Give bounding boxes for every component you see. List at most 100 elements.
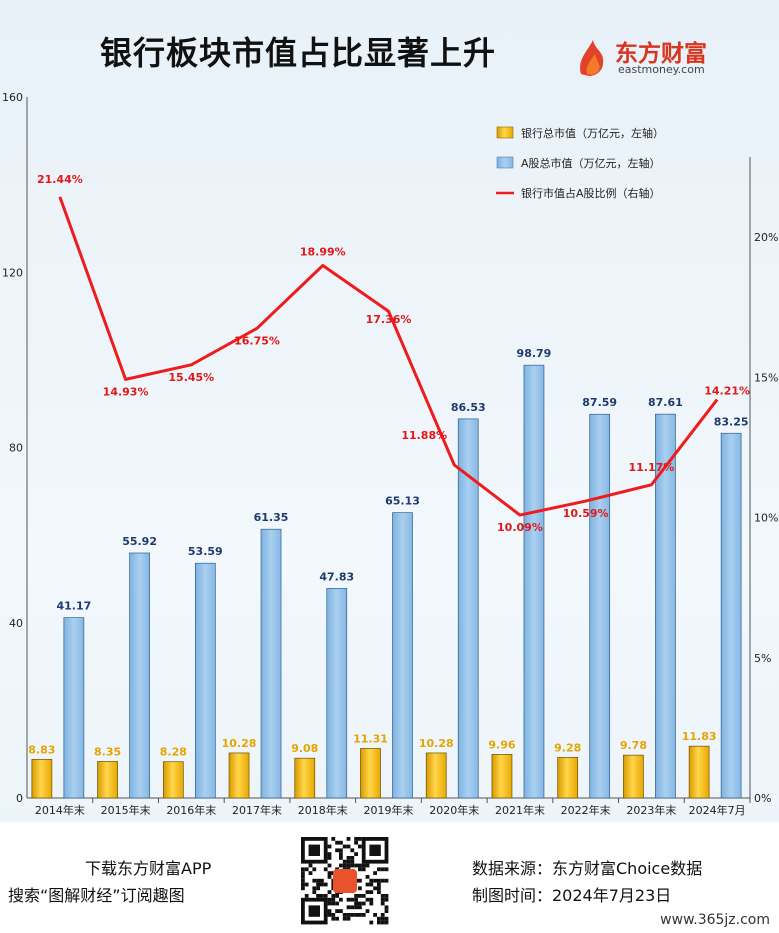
bank-bar-label: 8.83 — [28, 743, 55, 756]
ashare-bar — [63, 617, 85, 799]
left-tick-label: 40 — [9, 617, 23, 630]
x-tick-label: 2020年末 — [429, 803, 479, 817]
bank-bar-label: 10.28 — [222, 737, 257, 750]
legend-label-ashare: A股总市值（万亿元，左轴） — [521, 156, 661, 170]
ashare-bar — [523, 364, 545, 799]
right-tick-label: 5% — [754, 652, 771, 665]
bank-bar-label: 11.83 — [682, 730, 717, 743]
ashare-bar-label: 98.79 — [517, 347, 552, 360]
bank-bar-label: 9.28 — [554, 741, 581, 754]
footer-source: 数据来源：东方财富Choice数据 — [472, 859, 703, 878]
ashare-bar-label: 65.13 — [385, 495, 420, 508]
right-tick-label: 0% — [754, 792, 771, 805]
ashare-bar — [720, 432, 742, 799]
bank-bar — [228, 752, 250, 799]
legend-swatch-bank — [496, 126, 514, 139]
x-tick-label: 2023年末 — [626, 803, 676, 817]
qr-code[interactable] — [299, 835, 391, 927]
ratio-label: 21.44% — [37, 173, 83, 186]
logo-text: 东方财富 — [615, 41, 707, 67]
bank-bar — [162, 761, 184, 799]
ashare-bar — [457, 418, 479, 799]
ashare-bar-label: 86.53 — [451, 401, 486, 414]
x-tick-label: 2021年末 — [495, 803, 545, 817]
bank-bar-label: 8.35 — [94, 745, 121, 758]
left-tick-label: 80 — [9, 442, 23, 455]
ashare-bar — [260, 528, 282, 799]
x-tick-label: 2017年末 — [232, 803, 282, 817]
bank-bar — [491, 754, 513, 799]
logo-subtext: eastmoney.com — [618, 63, 705, 76]
x-tick-label: 2018年末 — [298, 803, 348, 817]
ashare-bar — [392, 512, 413, 799]
ratio-label: 11.17% — [628, 461, 674, 474]
ratio-label: 14.21% — [704, 385, 750, 398]
ashare-bar — [589, 413, 611, 799]
bank-bar-label: 10.28 — [419, 737, 454, 750]
ratio-label: 11.88% — [401, 429, 447, 442]
ashare-bar-label: 53.59 — [188, 545, 223, 558]
right-tick-label: 15% — [754, 371, 778, 384]
bank-bar — [31, 758, 53, 799]
ashare-bar-label: 47.83 — [319, 570, 354, 583]
eastmoney-logo: 东方财富 eastmoney.com — [575, 34, 735, 78]
ashare-bar — [129, 552, 150, 799]
ratio-line — [58, 196, 719, 517]
bars — [31, 364, 742, 799]
right-tick-label: 10% — [754, 512, 778, 525]
ashare-bar-label: 87.59 — [582, 396, 617, 409]
ratio-line-group — [58, 196, 719, 517]
x-tick-label: 2016年末 — [166, 803, 216, 817]
ratio-label: 14.93% — [103, 385, 149, 398]
bank-bar — [557, 756, 579, 799]
x-tick-label: 2022年末 — [561, 803, 611, 817]
flame-icon — [580, 40, 604, 76]
left-tick-label: 0 — [16, 792, 23, 805]
bank-bar-label: 11.31 — [353, 732, 388, 745]
legend: 银行总市值（万亿元，左轴） A股总市值（万亿元，左轴） 银行市值占A股比例（右轴… — [496, 126, 664, 200]
ashare-bar-label: 55.92 — [122, 535, 157, 548]
ashare-bar-label: 61.35 — [254, 511, 289, 524]
legend-swatch-ashare — [496, 156, 514, 169]
x-tick-label: 2014年末 — [35, 803, 85, 817]
legend-label-bank: 银行总市值（万亿元，左轴） — [521, 126, 664, 140]
left-tick-label: 160 — [2, 91, 23, 104]
footer-download: 下载东方财富APP — [85, 859, 212, 878]
chart-area: 0 40 80 120 160 0% 5% 10% 15% 20% 2014年末 2015年末 2016… — [2, 91, 778, 817]
right-tick-label: 20% — [754, 231, 778, 244]
watermark: www.365jz.com — [657, 911, 773, 929]
footer-date: 制图时间：2024年7月23日 — [472, 886, 672, 905]
ratio-label: 17.36% — [366, 313, 412, 326]
x-tick-label: 2015年末 — [101, 803, 151, 817]
ashare-bar — [655, 413, 676, 799]
bank-bar — [360, 748, 381, 799]
bank-bar — [425, 752, 447, 799]
left-tick-label: 120 — [2, 266, 23, 279]
ashare-bar-label: 83.25 — [714, 415, 749, 428]
bank-bar — [97, 761, 118, 799]
qr-code-pattern — [301, 837, 389, 925]
ratio-label: 10.59% — [563, 507, 609, 520]
bank-bar — [688, 745, 710, 799]
x-tick-label: 2024年7月 — [689, 803, 746, 817]
ashare-bar — [326, 588, 348, 799]
data-labels: 8.83 8.35 8.28 10.28 9.08 11.31 10.28 9.96 9.28 9… — [28, 173, 750, 759]
ratio-label: 10.09% — [497, 521, 543, 534]
bank-bar — [294, 757, 316, 799]
bank-bar — [623, 754, 644, 799]
legend-label-ratio: 银行市值占A股比例（右轴） — [521, 186, 661, 200]
bank-bar-label: 9.96 — [488, 738, 515, 751]
ratio-label: 18.99% — [300, 246, 346, 259]
bank-bar-label: 9.78 — [620, 739, 647, 752]
ratio-label: 16.75% — [234, 334, 280, 347]
ashare-bar-label: 87.61 — [648, 396, 683, 409]
bank-bar-label: 9.08 — [291, 742, 318, 755]
ratio-label: 15.45% — [168, 371, 214, 384]
x-tick-label: 2019年末 — [364, 803, 414, 817]
bank-bar-label: 8.28 — [160, 746, 187, 759]
ashare-bar-label: 41.17 — [56, 600, 91, 613]
footer-search: 搜索“图解财经”订阅趣图 — [8, 886, 185, 905]
ashare-bar — [194, 562, 216, 799]
chart-title: 银行板块市值占比显著上升 — [100, 34, 497, 72]
